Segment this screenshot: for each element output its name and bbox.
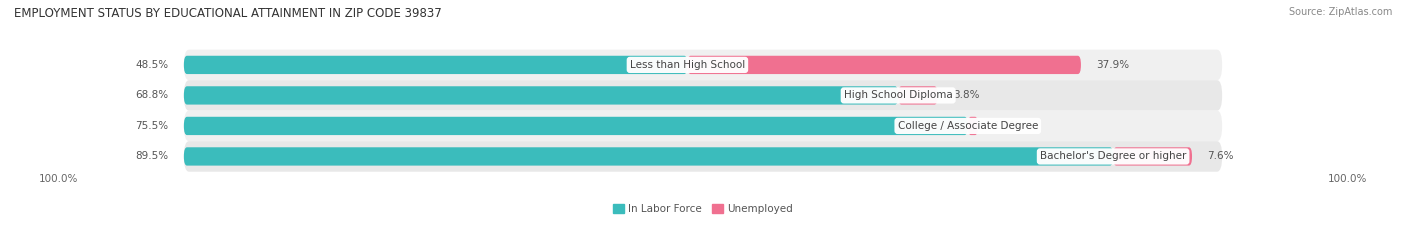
FancyBboxPatch shape <box>184 50 1222 80</box>
Text: 1.0%: 1.0% <box>994 121 1021 131</box>
FancyBboxPatch shape <box>184 80 1222 111</box>
Text: 48.5%: 48.5% <box>135 60 169 70</box>
Text: 3.8%: 3.8% <box>953 90 980 100</box>
FancyBboxPatch shape <box>688 56 1081 74</box>
FancyBboxPatch shape <box>184 111 1222 141</box>
Text: 75.5%: 75.5% <box>135 121 169 131</box>
Text: Bachelor's Degree or higher: Bachelor's Degree or higher <box>1040 151 1187 161</box>
FancyBboxPatch shape <box>967 117 979 135</box>
Text: Less than High School: Less than High School <box>630 60 745 70</box>
FancyBboxPatch shape <box>184 147 1114 166</box>
Text: College / Associate Degree: College / Associate Degree <box>897 121 1038 131</box>
FancyBboxPatch shape <box>184 117 967 135</box>
Text: 7.6%: 7.6% <box>1208 151 1234 161</box>
Text: EMPLOYMENT STATUS BY EDUCATIONAL ATTAINMENT IN ZIP CODE 39837: EMPLOYMENT STATUS BY EDUCATIONAL ATTAINM… <box>14 7 441 20</box>
Text: 100.0%: 100.0% <box>38 174 77 184</box>
Legend: In Labor Force, Unemployed: In Labor Force, Unemployed <box>609 200 797 218</box>
Text: 100.0%: 100.0% <box>1329 174 1368 184</box>
FancyBboxPatch shape <box>1114 147 1192 166</box>
FancyBboxPatch shape <box>184 86 898 105</box>
Text: 68.8%: 68.8% <box>135 90 169 100</box>
FancyBboxPatch shape <box>184 141 1222 172</box>
Text: Source: ZipAtlas.com: Source: ZipAtlas.com <box>1288 7 1392 17</box>
FancyBboxPatch shape <box>898 86 938 105</box>
Text: High School Diploma: High School Diploma <box>844 90 953 100</box>
Text: 37.9%: 37.9% <box>1097 60 1129 70</box>
FancyBboxPatch shape <box>184 56 688 74</box>
Text: 89.5%: 89.5% <box>135 151 169 161</box>
